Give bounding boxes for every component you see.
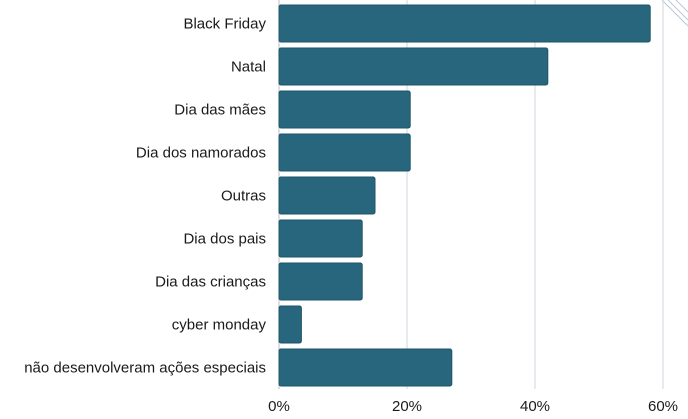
category-label-4: Outras [221, 188, 266, 205]
bar-7 [278, 305, 302, 344]
x-tick-label-1: 20% [392, 398, 422, 415]
bar-4 [278, 176, 376, 215]
x-axis-tick-labels: 0% 20% 40% 60% [268, 398, 678, 415]
bar-6 [278, 262, 363, 301]
category-label-6: Dia das crianças [155, 274, 266, 291]
bar-1 [278, 47, 549, 86]
category-label-5: Dia dos pais [183, 231, 266, 248]
category-label-2: Dia das mães [174, 102, 266, 119]
bar-3 [278, 133, 411, 172]
x-tick-label-3: 60% [648, 398, 678, 415]
x-tick-label-2: 40% [520, 398, 550, 415]
category-label-7: cyber monday [172, 317, 267, 334]
x-tick-label-0: 0% [268, 398, 290, 415]
category-labels: Black Friday Natal Dia das mães Dia dos nam… [24, 16, 266, 377]
bar-0 [278, 4, 651, 43]
bar-8 [278, 348, 453, 387]
category-label-0: Black Friday [183, 16, 266, 33]
category-label-3: Dia dos namorados [136, 145, 266, 162]
bar-2 [278, 90, 411, 129]
bar-5 [278, 219, 363, 258]
category-label-8: não desenvolveram ações especiais [24, 360, 266, 377]
bars [278, 4, 651, 387]
category-label-1: Natal [231, 59, 266, 76]
corner-decoration [661, 0, 688, 27]
